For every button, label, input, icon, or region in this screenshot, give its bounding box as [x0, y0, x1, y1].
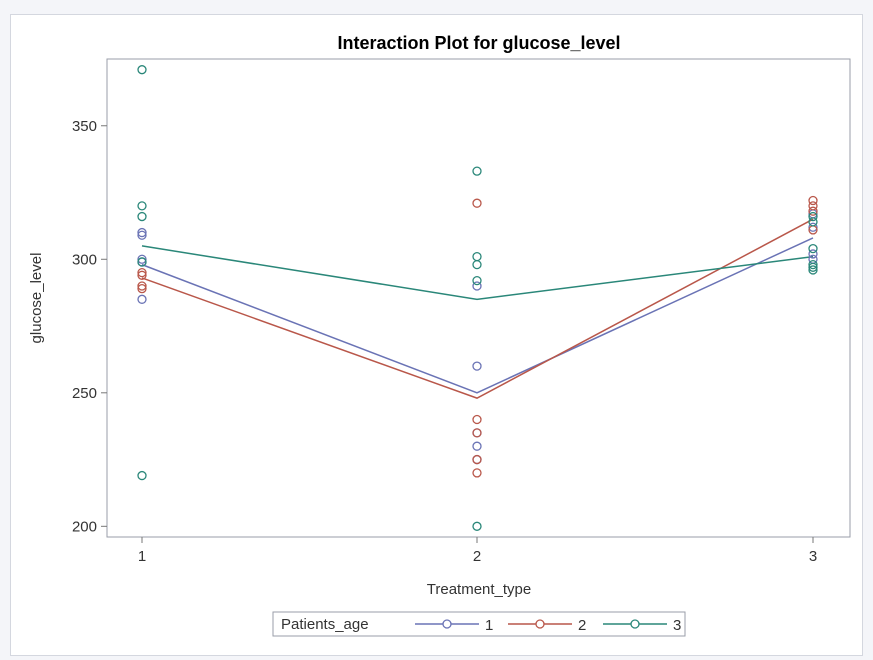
data-point-age-2 — [472, 428, 482, 438]
y-tick-label: 350 — [72, 118, 97, 135]
data-point-age-3 — [808, 262, 818, 272]
data-point-age-1 — [137, 230, 147, 240]
data-point-age-1 — [472, 281, 482, 291]
data-point-age-1 — [137, 254, 147, 264]
data-point-age-2 — [808, 195, 818, 206]
plot-area — [106, 58, 851, 538]
data-point-age-2 — [472, 468, 482, 478]
legend-marker-age-1 — [442, 619, 452, 629]
legend-marker-age-3 — [630, 619, 640, 629]
x-axis-label: Treatment_type — [427, 581, 532, 598]
legend-label-age-1: 1 — [485, 617, 493, 634]
data-point-age-3 — [137, 211, 147, 222]
data-point-age-3 — [472, 259, 482, 270]
data-point-age-2 — [472, 454, 482, 465]
legend: Patients_age 1 2 3 — [272, 611, 686, 637]
legend-label-age-3: 3 — [673, 617, 681, 634]
mean-line-age-1 — [141, 237, 814, 394]
data-point-age-1 — [472, 441, 482, 451]
data-point-age-1 — [137, 294, 147, 304]
data-point-age-1 — [137, 227, 147, 238]
data-point-age-3 — [137, 470, 147, 481]
data-point-age-2 — [808, 206, 818, 216]
y-axis: 200 250 300 350 — [72, 118, 107, 535]
x-tick-label: 3 — [809, 548, 817, 565]
data-point-age-3 — [808, 217, 818, 227]
data-point-age-3 — [472, 251, 482, 262]
y-tick-label: 300 — [72, 251, 97, 268]
data-point-age-3 — [472, 166, 482, 176]
data-point-age-1 — [472, 361, 482, 371]
data-point-age-1 — [808, 222, 818, 232]
data-point-age-2 — [808, 201, 818, 211]
data-point-age-3 — [472, 275, 482, 286]
y-tick-label: 250 — [72, 385, 97, 402]
data-point-age-3 — [137, 257, 147, 267]
data-point-age-2 — [137, 267, 147, 278]
x-tick-label: 2 — [473, 548, 481, 565]
data-point-age-2 — [472, 198, 482, 208]
data-point-age-2 — [472, 414, 482, 425]
data-point-age-2 — [137, 284, 147, 294]
legend-title: Patients_age — [281, 616, 369, 633]
y-tick-label: 200 — [72, 518, 97, 535]
chart-frame: Interaction Plot for glucose_level 200 25… — [10, 14, 863, 656]
data-point-age-3 — [137, 65, 147, 75]
data-point-age-1 — [808, 249, 818, 259]
data-point-age-3 — [808, 259, 818, 270]
mean-line-age-3 — [141, 245, 814, 301]
data-point-age-2 — [137, 270, 147, 280]
mean-line-age-2 — [141, 218, 814, 399]
data-point-age-3 — [808, 243, 818, 254]
data-point-age-3 — [808, 265, 818, 275]
data-point-age-2 — [137, 281, 147, 291]
legend-marker-age-2 — [535, 619, 545, 629]
data-point-age-3 — [808, 211, 818, 222]
x-tick-label: 1 — [138, 548, 146, 565]
y-axis-label: glucose_level — [28, 253, 45, 344]
data-point-age-3 — [137, 201, 147, 211]
chart-title: Interaction Plot for glucose_level — [337, 33, 620, 53]
legend-label-age-2: 2 — [578, 617, 586, 634]
x-axis: 1 2 3 — [138, 537, 817, 565]
mean-lines — [141, 218, 814, 399]
interaction-plot: Interaction Plot for glucose_level 200 25… — [28, 33, 851, 637]
data-points — [137, 65, 818, 531]
data-point-age-3 — [472, 521, 482, 531]
